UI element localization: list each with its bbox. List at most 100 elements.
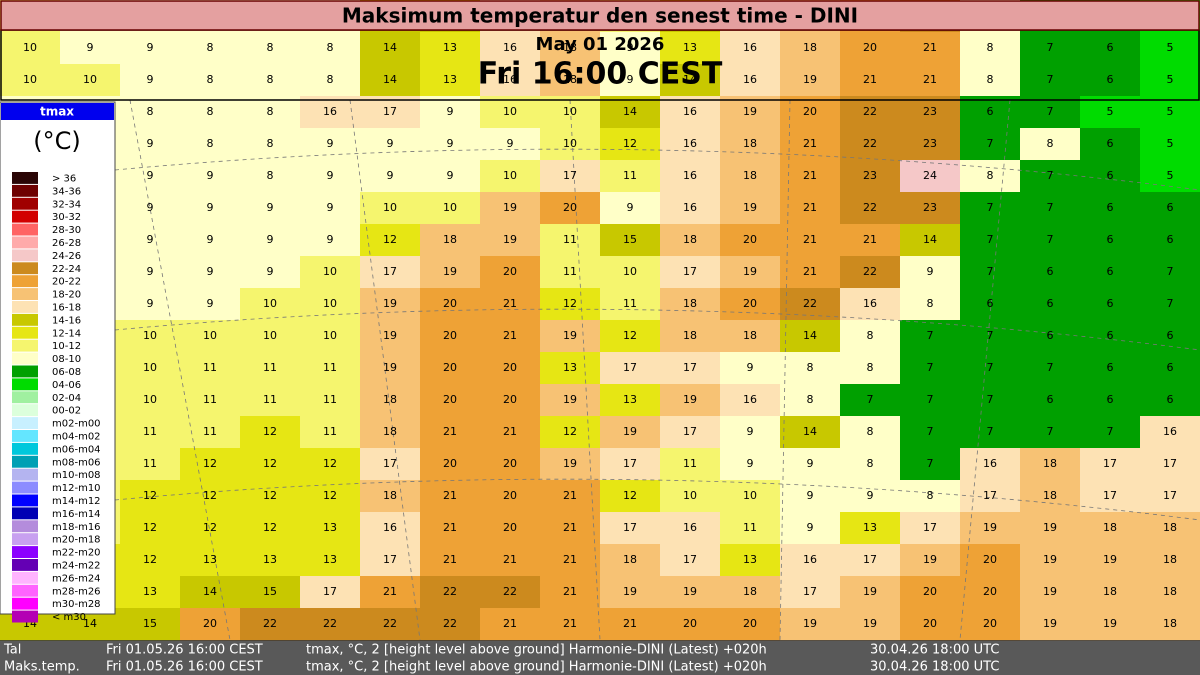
cell-value: 10 [323,265,337,278]
cell-value: 21 [803,169,817,182]
cell-value: 19 [983,521,997,534]
cell-value: 7 [1047,361,1054,374]
cell-value: 6 [1107,201,1114,214]
cell-value: 19 [863,617,877,630]
cell [120,352,181,385]
cell-value: 17 [923,521,937,534]
cell-value: 17 [623,457,637,470]
legend-swatch [12,210,38,223]
cell [840,320,901,353]
cell [120,416,181,449]
cell-value: 6 [1107,137,1114,150]
cell [960,64,1021,97]
cell-value: 9 [807,457,814,470]
cell [720,416,781,449]
cell-value: 7 [987,233,994,246]
title: Maksimum temperatur den senest time - DI… [342,4,858,28]
cell-value: 6 [1167,329,1174,342]
cell-value: 7 [867,393,874,406]
cell-value: 16 [683,201,697,214]
cell-value: 16 [683,169,697,182]
cell [1140,320,1200,353]
cell-value: 20 [803,105,817,118]
cell-value: 18 [743,137,757,150]
cell-value: 8 [207,73,214,86]
cell-value: 11 [623,169,637,182]
cell [240,64,301,97]
cell-value: 22 [383,617,397,630]
cell [600,512,661,545]
cell [480,608,541,641]
legend-swatch [12,584,38,597]
cell-value: 7 [987,137,994,150]
cell-value: 19 [1043,553,1057,566]
cell [1140,160,1200,193]
cell [720,480,781,513]
cell [300,320,361,353]
cell-value: 17 [683,553,697,566]
cell [1140,128,1200,161]
cell [0,32,61,65]
cell [420,128,481,161]
footer-text: tmax, °C, 2 [height level above ground] … [306,643,767,658]
legend-label: m04-m02 [52,431,101,442]
cell [240,608,301,641]
cell-value: 15 [143,617,157,630]
cell [180,96,241,129]
cell-value: 12 [263,457,277,470]
cell-value: 9 [807,489,814,502]
cell-value: 7 [927,329,934,342]
cell-value: 17 [323,585,337,598]
cell [300,384,361,417]
cell-value: 18 [623,553,637,566]
cell-value: 20 [503,521,517,534]
cell [660,576,721,609]
cell-value: 13 [323,521,337,534]
cell [60,64,121,97]
cell-value: 7 [987,425,994,438]
cell [180,32,241,65]
cell-value: 5 [1167,105,1174,118]
cell-value: 13 [683,41,697,54]
cell [240,128,301,161]
cell-value: 13 [623,393,637,406]
cell [120,288,181,321]
cell-value: 20 [743,233,757,246]
legend-swatch [12,507,38,520]
cell-value: 6 [1047,393,1054,406]
cell [360,320,421,353]
footer-text: 30.04.26 18:00 UTC [870,660,999,675]
cell [480,32,541,65]
cell-value: 20 [443,297,457,310]
legend-swatch [12,262,38,275]
cell [420,544,481,577]
cell [780,608,841,641]
cell [900,224,961,257]
cell [840,224,901,257]
cell-value: 17 [383,457,397,470]
cell-value: 21 [623,617,637,630]
cell-value: 17 [1103,489,1117,502]
cell [480,192,541,225]
cell-value: 12 [563,297,577,310]
time: Fri 16:00 CEST [478,57,723,92]
cell [1080,576,1141,609]
cell-value: 9 [747,425,754,438]
cell [1020,320,1081,353]
cell-value: 12 [203,489,217,502]
cell [180,288,241,321]
legend-swatch [12,520,38,533]
cell-value: 6 [1107,169,1114,182]
cell [360,160,421,193]
legend-swatch [12,184,38,197]
legend-swatch [12,455,38,468]
cell-value: 17 [563,169,577,182]
cell-value: 13 [743,553,757,566]
cell [360,608,421,641]
cell [480,544,541,577]
cell-value: 18 [683,233,697,246]
cell [1080,512,1141,545]
cell [540,384,601,417]
meridian [349,99,421,641]
cell [360,448,421,481]
